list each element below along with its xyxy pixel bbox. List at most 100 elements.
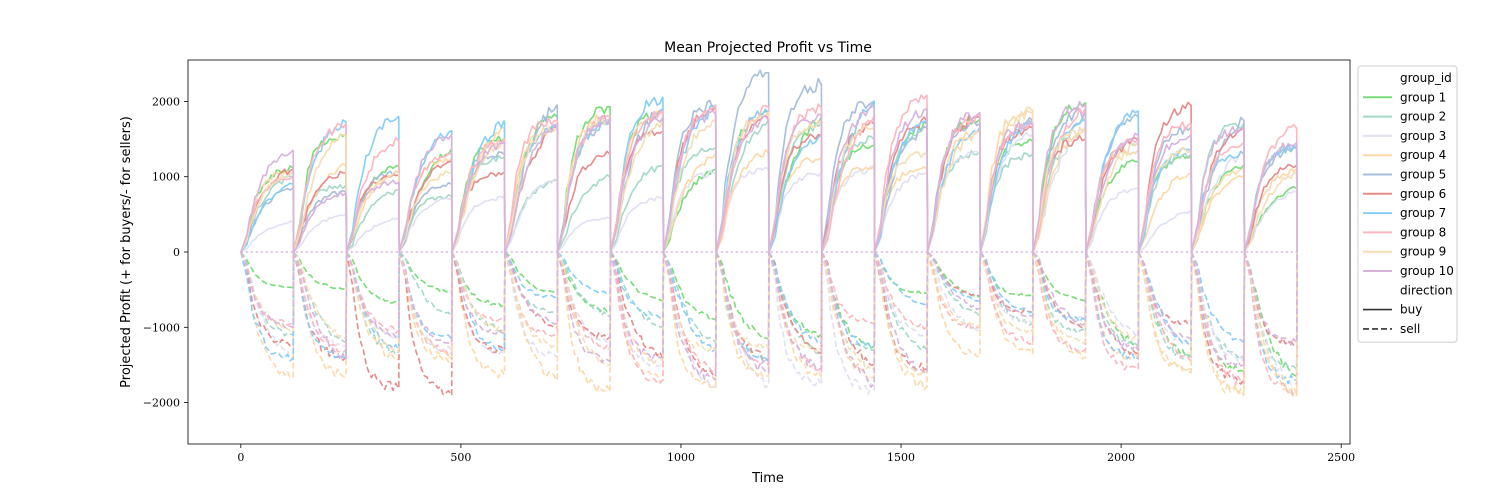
buy-line bbox=[292, 122, 348, 253]
sell-line bbox=[504, 251, 559, 295]
buy-line bbox=[1243, 190, 1298, 253]
buy-line bbox=[768, 113, 823, 253]
sell-line bbox=[556, 251, 612, 351]
sell-line bbox=[1137, 251, 1193, 372]
sell-line bbox=[609, 251, 665, 302]
sell-line bbox=[240, 251, 295, 329]
sell-line bbox=[979, 251, 1034, 318]
buy-line bbox=[451, 126, 506, 253]
y-tick-label: 2000 bbox=[152, 95, 180, 108]
sell-line bbox=[926, 251, 982, 330]
sell-line bbox=[768, 251, 823, 338]
y-tick-label: −1000 bbox=[143, 321, 180, 334]
buy-line bbox=[556, 150, 612, 253]
buy-line bbox=[1032, 126, 1087, 253]
y-tick-label: 0 bbox=[173, 246, 180, 259]
sell-line bbox=[926, 251, 982, 311]
buy-line bbox=[662, 119, 717, 253]
sell-line bbox=[979, 251, 1034, 334]
buy-line bbox=[240, 149, 295, 253]
sell-line bbox=[398, 251, 453, 340]
buy-line bbox=[715, 149, 770, 253]
buy-line bbox=[768, 172, 823, 253]
sell-line bbox=[1085, 251, 1140, 341]
buy-line bbox=[556, 114, 612, 253]
buy-line bbox=[926, 130, 982, 253]
sell-line bbox=[1190, 251, 1246, 367]
sell-line bbox=[768, 251, 823, 359]
sell-line bbox=[504, 251, 559, 359]
buy-line bbox=[240, 220, 295, 253]
buy-line bbox=[1243, 142, 1298, 253]
sell-line bbox=[609, 251, 665, 385]
buy-line bbox=[1032, 100, 1087, 253]
buy-line bbox=[873, 108, 929, 253]
buy-line bbox=[1085, 132, 1140, 253]
chart-title: Mean Projected Profit vs Time bbox=[664, 40, 872, 56]
sell-line bbox=[873, 251, 929, 376]
sell-line bbox=[715, 251, 770, 349]
sell-line bbox=[398, 251, 453, 358]
buy-line bbox=[345, 137, 401, 253]
sell-line bbox=[504, 251, 559, 314]
legend-entry: group 5 bbox=[1400, 168, 1446, 182]
y-tick-label: 1000 bbox=[152, 171, 180, 184]
sell-line bbox=[1085, 251, 1140, 371]
sell-line bbox=[1085, 251, 1140, 360]
sell-line bbox=[398, 251, 453, 359]
sell-line bbox=[240, 251, 295, 289]
legend-entry: group 1 bbox=[1400, 90, 1446, 104]
buy-line bbox=[979, 106, 1034, 253]
sell-line bbox=[1243, 251, 1298, 395]
buy-line bbox=[873, 172, 929, 253]
buy-line bbox=[1032, 127, 1087, 253]
sell-line bbox=[556, 251, 612, 340]
sell-line bbox=[292, 251, 348, 291]
sell-line bbox=[979, 251, 1034, 314]
sell-line bbox=[873, 251, 929, 330]
sell-line bbox=[1032, 251, 1087, 321]
buy-line bbox=[1243, 172, 1298, 253]
sell-line bbox=[1085, 251, 1140, 355]
sell-line bbox=[451, 251, 506, 323]
buy-line bbox=[1085, 187, 1140, 253]
buy-line bbox=[768, 119, 823, 253]
legend-style-entry: sell bbox=[1400, 322, 1420, 336]
sell-line bbox=[240, 251, 295, 326]
sell-line bbox=[1137, 251, 1193, 362]
sell-line bbox=[556, 251, 612, 344]
buy-line bbox=[398, 160, 453, 253]
buy-line bbox=[1085, 159, 1140, 253]
sell-line bbox=[609, 251, 665, 319]
buy-line bbox=[979, 119, 1034, 253]
sell-line bbox=[768, 251, 823, 370]
sell-line bbox=[1190, 251, 1246, 344]
sell-line bbox=[821, 251, 876, 388]
buy-line bbox=[556, 174, 612, 253]
buy-line bbox=[873, 151, 929, 253]
buy-line bbox=[1190, 168, 1246, 253]
sell-line bbox=[873, 251, 929, 374]
sell-line bbox=[451, 251, 506, 332]
buy-line bbox=[768, 121, 823, 253]
buy-line bbox=[292, 133, 348, 253]
buy-line bbox=[662, 169, 717, 253]
buy-line bbox=[557, 216, 612, 253]
y-axis: −2000 −1000 0 1000 2000 bbox=[143, 95, 188, 410]
sell-line bbox=[451, 251, 506, 335]
sell-line bbox=[240, 251, 295, 359]
buy-line bbox=[292, 119, 348, 253]
sell-line bbox=[504, 251, 559, 299]
sell-line bbox=[715, 251, 770, 359]
sell-line bbox=[873, 251, 929, 351]
sell-line bbox=[451, 251, 506, 356]
buy-line bbox=[240, 175, 295, 253]
buy-line bbox=[1137, 147, 1193, 253]
legend-entry: group 6 bbox=[1400, 187, 1446, 201]
sell-line bbox=[979, 251, 1034, 314]
buy-line bbox=[504, 178, 559, 253]
sell-line bbox=[504, 251, 559, 381]
x-axis-label: Time bbox=[751, 471, 784, 486]
buy-line bbox=[240, 175, 295, 253]
sell-line bbox=[345, 251, 401, 304]
